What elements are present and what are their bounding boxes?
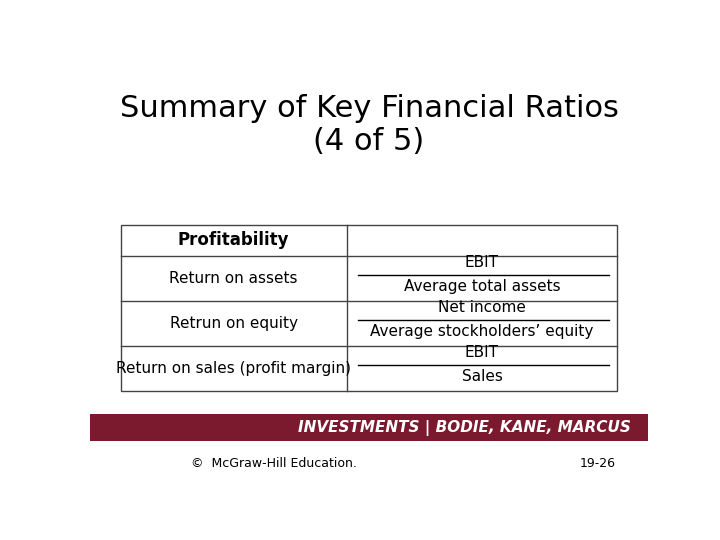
- Text: (4 of 5): (4 of 5): [313, 127, 425, 156]
- Text: Return on assets: Return on assets: [169, 271, 298, 286]
- Bar: [90, 414, 648, 441]
- Text: 19-26: 19-26: [580, 457, 616, 470]
- Text: Retrun on equity: Retrun on equity: [170, 316, 297, 331]
- Bar: [121, 225, 617, 391]
- Text: EBIT: EBIT: [465, 255, 499, 270]
- Text: EBIT: EBIT: [465, 345, 499, 360]
- Text: Summary of Key Financial Ratios: Summary of Key Financial Ratios: [120, 94, 618, 123]
- Text: INVESTMENTS | BODIE, KANE, MARCUS: INVESTMENTS | BODIE, KANE, MARCUS: [298, 420, 631, 436]
- Text: Average stockholders’ equity: Average stockholders’ equity: [370, 324, 594, 339]
- Text: Net income: Net income: [438, 300, 526, 315]
- Text: Average total assets: Average total assets: [404, 279, 560, 294]
- Text: Return on sales (profit margin): Return on sales (profit margin): [116, 361, 351, 376]
- Text: Sales: Sales: [462, 369, 503, 384]
- Text: ©  McGraw-Hill Education.: © McGraw-Hill Education.: [192, 457, 357, 470]
- Text: Profitability: Profitability: [178, 232, 289, 249]
